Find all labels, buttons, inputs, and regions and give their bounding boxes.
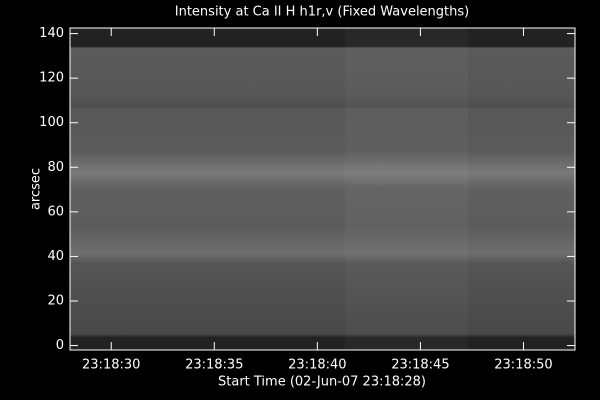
x-tick-label: 23:18:45: [391, 358, 449, 373]
y-axis-label: arcsec: [29, 168, 44, 210]
x-tick-label: 23:18:30: [82, 358, 140, 373]
y-tick-label: 20: [47, 293, 64, 308]
image-segment: [345, 28, 468, 350]
y-tick-label: 100: [39, 115, 64, 130]
y-tick-label: 0: [56, 338, 64, 353]
x-tick-label: 23:18:40: [288, 358, 346, 373]
y-tick-label: 140: [39, 26, 64, 41]
plot-frame: [69, 27, 576, 351]
y-tick-label: 120: [39, 71, 64, 86]
y-tick-label: 60: [47, 204, 64, 219]
y-tick-label: 40: [47, 249, 64, 264]
x-axis-label: Start Time (02-Jun-07 23:18:28): [218, 375, 426, 390]
x-tick-label: 23:18:50: [494, 358, 552, 373]
x-tick-label: 23:18:35: [185, 358, 243, 373]
intensity-image: [70, 28, 575, 350]
chart-title: Intensity at Ca II H h1r,v (Fixed Wavele…: [175, 5, 469, 20]
y-tick-label: 80: [47, 160, 64, 175]
